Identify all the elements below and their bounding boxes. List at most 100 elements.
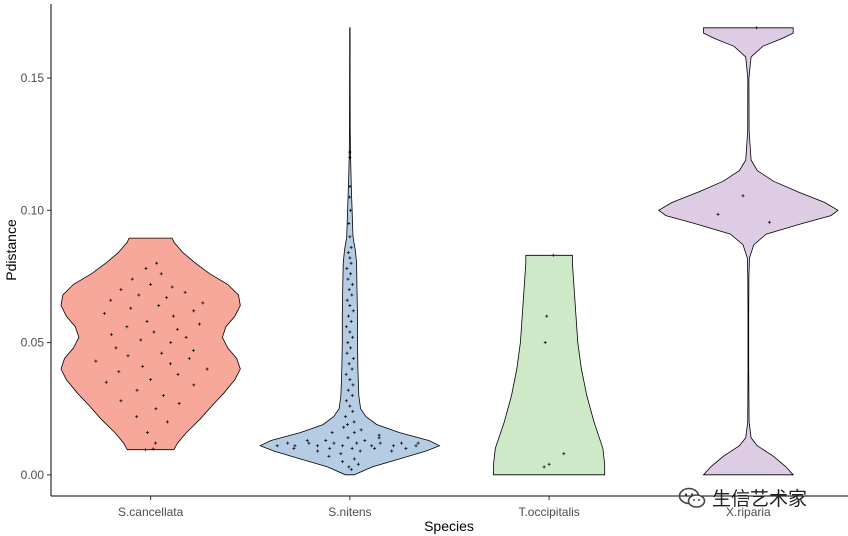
data-point	[414, 444, 418, 448]
data-point	[109, 298, 113, 302]
violin-s-nitens	[259, 27, 441, 476]
data-point	[165, 296, 169, 300]
data-point	[370, 444, 374, 448]
data-point	[378, 441, 382, 445]
data-point	[390, 449, 394, 453]
y-axis-ticks: 0.00 0.05 0.10 0.15	[21, 71, 51, 482]
data-point	[348, 208, 352, 212]
data-point	[359, 428, 363, 432]
data-point	[347, 362, 351, 366]
x-tick-label: X.riparia	[726, 505, 771, 519]
data-point	[348, 256, 352, 260]
data-point	[350, 446, 354, 450]
data-point	[192, 309, 196, 313]
data-point	[562, 452, 566, 456]
data-point	[349, 261, 353, 265]
data-point	[345, 351, 349, 355]
x-axis-title: Species	[424, 518, 474, 534]
watermark: 生信艺术家	[678, 484, 807, 511]
data-point	[169, 341, 173, 345]
data-point	[350, 367, 354, 371]
data-point	[349, 346, 353, 350]
violin-s-cancellata	[60, 237, 241, 451]
data-point	[137, 293, 141, 297]
data-point	[151, 447, 155, 451]
data-point	[159, 272, 163, 276]
y-tick-label: 0.15	[21, 71, 45, 85]
data-point	[155, 261, 159, 265]
data-point	[324, 438, 328, 442]
data-point	[332, 441, 336, 445]
data-point	[183, 290, 187, 294]
data-point	[741, 194, 745, 198]
data-point	[104, 380, 108, 384]
data-point	[135, 415, 139, 419]
data-point	[767, 220, 771, 224]
x-axis-ticks: S.cancellata S.nitens T.occipitalis X.ripar…	[118, 496, 771, 519]
data-point	[292, 446, 296, 450]
wechat-icon	[678, 487, 706, 508]
data-point	[149, 378, 153, 382]
jitter-points-layer	[94, 26, 771, 472]
data-point	[346, 251, 350, 255]
data-point	[341, 460, 345, 464]
data-point	[754, 26, 758, 30]
data-point	[377, 436, 381, 440]
data-point	[175, 327, 179, 331]
data-point	[145, 431, 149, 435]
data-point	[347, 288, 351, 292]
data-point	[168, 362, 172, 366]
data-point	[330, 431, 334, 435]
data-point	[347, 314, 351, 318]
data-point	[149, 282, 153, 286]
data-point	[348, 235, 352, 239]
data-point	[399, 441, 403, 445]
data-point	[171, 314, 175, 318]
data-point	[345, 423, 349, 427]
data-point	[177, 401, 181, 405]
data-point	[129, 306, 133, 310]
data-point	[349, 319, 353, 323]
violins-layer	[60, 27, 839, 476]
data-point	[543, 341, 547, 345]
data-point	[341, 444, 345, 448]
data-point	[197, 322, 201, 326]
data-point	[355, 441, 359, 445]
data-point	[152, 330, 156, 334]
data-point	[342, 425, 346, 429]
data-point	[358, 449, 362, 453]
data-point	[145, 319, 149, 323]
data-point	[344, 372, 348, 376]
data-point	[351, 409, 355, 413]
data-point	[348, 155, 352, 159]
data-point	[348, 404, 352, 408]
data-point	[170, 285, 174, 289]
data-point	[356, 462, 360, 466]
y-tick-label: 0.00	[21, 468, 45, 482]
data-point	[346, 341, 350, 345]
data-point	[373, 446, 377, 450]
data-point	[275, 444, 279, 448]
data-point	[346, 388, 350, 392]
data-point	[352, 431, 356, 435]
data-point	[351, 383, 355, 387]
data-point	[130, 277, 134, 281]
data-point	[286, 441, 290, 445]
data-point	[154, 407, 158, 411]
data-point	[143, 448, 147, 452]
data-point	[716, 212, 720, 216]
data-point	[144, 267, 148, 271]
data-point	[347, 465, 351, 469]
data-point	[344, 325, 348, 329]
data-point	[352, 420, 356, 424]
data-point	[349, 245, 353, 249]
data-point	[176, 372, 180, 376]
data-point	[542, 465, 546, 469]
y-axis-title: Pdistance	[3, 219, 19, 281]
data-point	[327, 454, 331, 458]
data-point	[391, 444, 395, 448]
data-point	[352, 457, 356, 461]
data-point	[119, 399, 123, 403]
data-point	[316, 449, 320, 453]
